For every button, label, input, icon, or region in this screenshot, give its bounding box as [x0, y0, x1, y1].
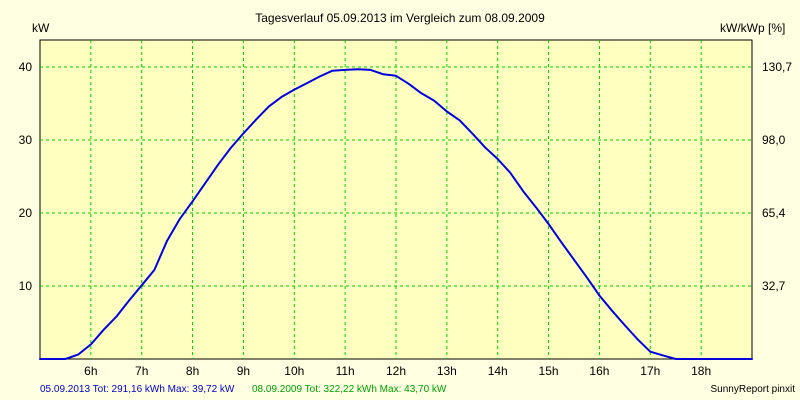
grid	[40, 40, 752, 359]
x-axis-ticks: 6h 7h 8h 9h 10h 11h 12h 13h 14h 15h 16h 17h 18h	[84, 364, 711, 378]
x-tick-label: 18h	[691, 364, 711, 378]
x-tick-label: 13h	[437, 364, 457, 378]
y-tick-label-right: 65,4	[762, 206, 786, 220]
x-tick-label: 10h	[284, 364, 304, 378]
x-tick-label: 17h	[640, 364, 660, 378]
x-tick-label: 16h	[589, 364, 609, 378]
x-tick-label: 8h	[186, 364, 199, 378]
legend-series-2-text: 08.09.2009 Tot: 322,22 kWh Max: 43,70 kW	[252, 384, 447, 395]
legend-series-1-text: 05.09.2013 Tot: 291,16 kWh Max: 39,72 kW	[40, 384, 235, 395]
y-tick-label-right: 32,7	[762, 279, 786, 293]
x-tick-label: 9h	[237, 364, 250, 378]
x-tick-label: 6h	[84, 364, 97, 378]
x-tick-label: 15h	[539, 364, 559, 378]
series-group	[39, 68, 753, 360]
y-tick-label-right: 98,0	[762, 133, 786, 147]
y-tick-label-left: 30	[19, 133, 33, 147]
x-tick-label: 12h	[386, 364, 406, 378]
y-tick-label-right: 130,7	[762, 60, 792, 74]
y-axis-label-left: kW	[32, 21, 50, 35]
y-tick-label-left: 40	[19, 60, 33, 74]
x-tick-label: 7h	[135, 364, 148, 378]
x-tick-label: 11h	[336, 364, 355, 378]
legend-series-2: 08.09.2009 Tot: 322,22 kWh Max: 43,70 kW	[252, 384, 447, 395]
legend-series-1: 05.09.2013 Tot: 291,16 kWh Max: 39,72 kW	[40, 384, 235, 395]
chart-title: Tagesverlauf 05.09.2013 im Vergleich zum…	[255, 11, 545, 25]
x-tick-label: 14h	[488, 364, 508, 378]
brand-label: SunnyReport pinxit	[711, 384, 796, 395]
series-line-1	[39, 68, 753, 360]
y-tick-label-left: 20	[19, 206, 33, 220]
y-axis-ticks-right: 32,7 65,4 98,0 130,7	[762, 60, 792, 293]
y-axis-label-right: kW/kWp [%]	[720, 21, 785, 35]
y-axis-ticks-left: 10 20 30 40	[19, 60, 33, 293]
y-tick-label-left: 10	[19, 279, 33, 293]
